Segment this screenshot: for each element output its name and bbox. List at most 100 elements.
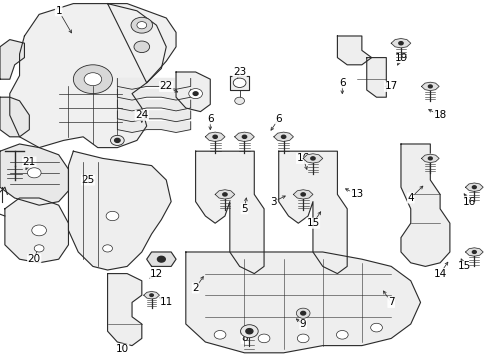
Circle shape [233, 78, 245, 87]
Text: 21: 21 [22, 157, 36, 167]
Circle shape [336, 330, 347, 339]
Text: 20: 20 [28, 254, 41, 264]
Polygon shape [117, 122, 190, 132]
Polygon shape [0, 144, 68, 205]
Circle shape [110, 135, 124, 145]
Text: 15: 15 [305, 218, 319, 228]
Polygon shape [0, 40, 24, 79]
Circle shape [301, 193, 305, 196]
Circle shape [281, 135, 285, 138]
Circle shape [134, 41, 149, 53]
Circle shape [310, 157, 314, 160]
Text: 18: 18 [432, 110, 446, 120]
Polygon shape [5, 198, 68, 263]
Polygon shape [117, 89, 190, 100]
Circle shape [471, 251, 475, 253]
Text: 10: 10 [116, 344, 128, 354]
Text: 2: 2 [192, 283, 199, 293]
Polygon shape [205, 132, 224, 141]
Circle shape [240, 325, 258, 338]
Circle shape [149, 294, 153, 297]
Circle shape [427, 157, 431, 160]
Circle shape [258, 334, 269, 343]
Polygon shape [143, 292, 159, 299]
Text: 8: 8 [241, 333, 247, 343]
Text: 5: 5 [241, 204, 247, 214]
Text: 7: 7 [387, 297, 394, 307]
Polygon shape [303, 154, 322, 163]
Polygon shape [215, 190, 234, 199]
Circle shape [102, 245, 112, 252]
Text: 16: 16 [462, 197, 475, 207]
Polygon shape [0, 97, 29, 137]
Polygon shape [273, 132, 293, 141]
Text: 25: 25 [81, 175, 95, 185]
Text: 12: 12 [149, 269, 163, 279]
Polygon shape [390, 39, 410, 48]
Polygon shape [10, 4, 166, 148]
Circle shape [214, 330, 225, 339]
Polygon shape [366, 58, 386, 97]
Polygon shape [107, 4, 176, 83]
Text: 17: 17 [384, 81, 397, 91]
Text: 3: 3 [270, 197, 277, 207]
Text: 1: 1 [55, 6, 62, 16]
Circle shape [27, 168, 41, 178]
Text: 9: 9 [299, 319, 306, 329]
Circle shape [32, 225, 46, 236]
Circle shape [427, 85, 431, 88]
Polygon shape [146, 252, 176, 266]
Circle shape [106, 211, 119, 221]
Circle shape [157, 256, 165, 262]
Polygon shape [117, 78, 190, 89]
Polygon shape [465, 183, 482, 192]
Text: 6: 6 [338, 78, 345, 88]
Polygon shape [117, 100, 190, 111]
Polygon shape [117, 111, 190, 122]
Polygon shape [229, 76, 249, 90]
Circle shape [242, 135, 246, 138]
Circle shape [300, 311, 305, 315]
Polygon shape [293, 190, 312, 199]
Polygon shape [107, 274, 142, 346]
Circle shape [234, 97, 244, 104]
Polygon shape [68, 151, 171, 270]
Text: 16: 16 [296, 153, 309, 163]
Circle shape [471, 186, 475, 189]
Text: 15: 15 [457, 261, 470, 271]
Circle shape [114, 138, 120, 143]
Polygon shape [400, 144, 449, 266]
Text: 22: 22 [159, 81, 173, 91]
Circle shape [297, 334, 308, 343]
Polygon shape [176, 72, 210, 112]
Circle shape [245, 329, 252, 334]
Text: 13: 13 [349, 189, 363, 199]
Circle shape [398, 42, 402, 45]
Text: 14: 14 [432, 269, 446, 279]
Text: 23: 23 [232, 67, 246, 77]
Polygon shape [278, 151, 346, 274]
Polygon shape [185, 252, 420, 353]
Polygon shape [421, 154, 438, 163]
Text: 6: 6 [275, 114, 282, 124]
Text: 11: 11 [159, 297, 173, 307]
Polygon shape [234, 132, 254, 141]
Circle shape [137, 22, 146, 29]
Polygon shape [421, 82, 438, 91]
Text: 4: 4 [407, 193, 413, 203]
Circle shape [193, 92, 198, 95]
Circle shape [296, 308, 309, 318]
Circle shape [73, 65, 112, 94]
Text: 19: 19 [393, 53, 407, 63]
Circle shape [34, 245, 44, 252]
Circle shape [188, 89, 202, 99]
Text: 24: 24 [135, 110, 148, 120]
Polygon shape [465, 248, 482, 256]
Polygon shape [337, 36, 371, 65]
Circle shape [213, 135, 217, 138]
Polygon shape [195, 151, 264, 274]
Circle shape [370, 323, 382, 332]
Circle shape [84, 73, 102, 86]
Text: 6: 6 [206, 114, 213, 124]
Circle shape [131, 17, 152, 33]
